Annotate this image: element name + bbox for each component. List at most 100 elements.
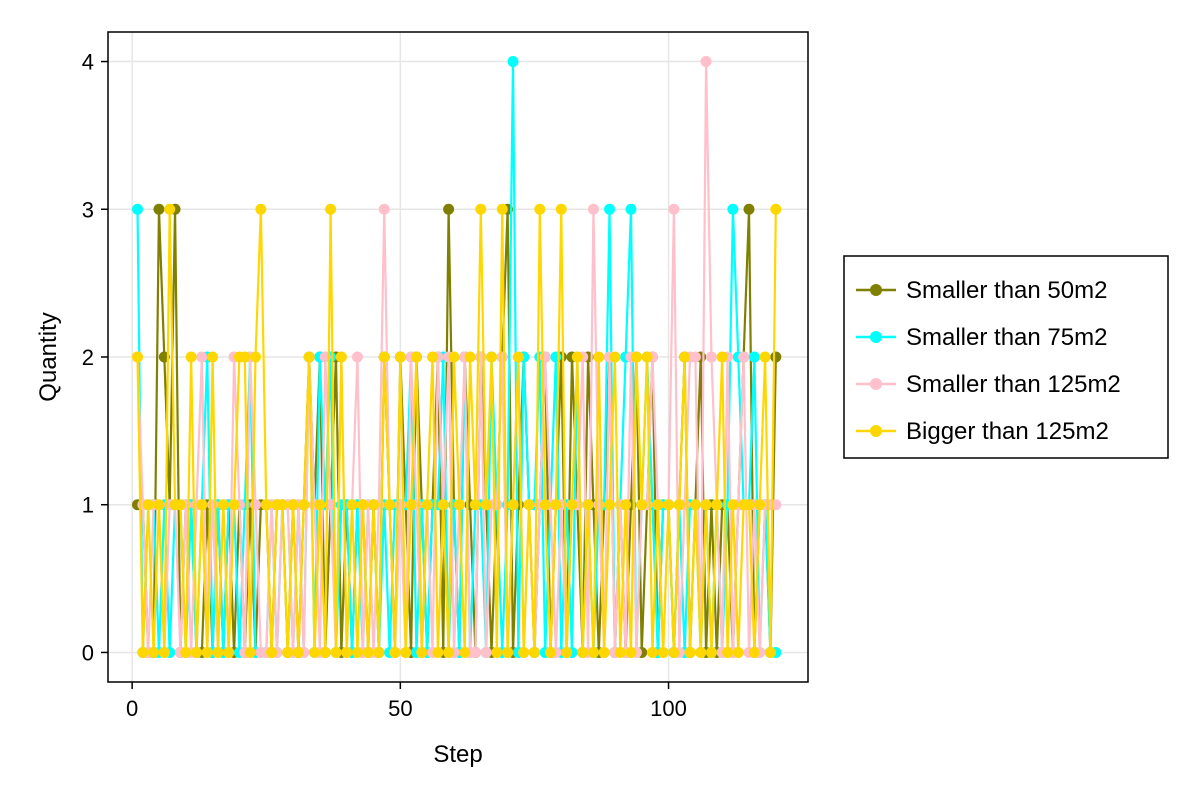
data-point <box>770 351 782 363</box>
data-point <box>400 646 412 658</box>
data-point <box>325 203 337 215</box>
data-point <box>142 499 154 511</box>
data-point <box>282 646 294 658</box>
data-point <box>507 56 519 68</box>
data-point <box>555 203 567 215</box>
data-point <box>298 499 310 511</box>
legend-entry: Bigger than 125m2 <box>856 418 1109 445</box>
data-point <box>754 499 766 511</box>
legend-label: Smaller than 125m2 <box>906 371 1121 398</box>
x-axis-label: Step <box>433 741 482 768</box>
data-point <box>191 646 203 658</box>
data-point <box>673 499 685 511</box>
data-point <box>335 351 347 363</box>
data-point <box>550 499 562 511</box>
data-point <box>153 203 165 215</box>
x-tick-label: 50 <box>388 696 412 721</box>
y-tick-label: 0 <box>82 640 94 665</box>
data-point <box>421 499 433 511</box>
data-point <box>469 499 481 511</box>
y-axis-label: Quantity <box>35 312 62 401</box>
data-point <box>164 203 176 215</box>
data-point <box>695 646 707 658</box>
data-point <box>276 499 288 511</box>
data-point <box>410 351 422 363</box>
data-point <box>502 646 514 658</box>
legend-swatch-marker <box>870 378 882 390</box>
data-point <box>351 351 363 363</box>
y-tick-label: 3 <box>82 197 94 222</box>
legend-entry: Smaller than 50m2 <box>856 277 1107 304</box>
data-point <box>738 351 750 363</box>
data-point <box>266 646 278 658</box>
data-point <box>636 499 648 511</box>
data-point <box>625 203 637 215</box>
data-point <box>507 499 519 511</box>
legend-entry: Smaller than 125m2 <box>856 371 1121 398</box>
data-point <box>657 646 669 658</box>
data-point <box>196 351 208 363</box>
data-point <box>663 499 675 511</box>
data-point <box>587 203 599 215</box>
data-point <box>453 499 465 511</box>
data-point <box>523 499 535 511</box>
data-point <box>475 203 487 215</box>
data-point <box>137 646 149 658</box>
data-point <box>593 351 605 363</box>
data-point <box>512 351 524 363</box>
data-point <box>743 499 755 511</box>
data-point <box>464 351 476 363</box>
data-point <box>443 646 455 658</box>
data-point <box>652 499 664 511</box>
data-point <box>598 646 610 658</box>
data-point <box>223 646 235 658</box>
data-point <box>722 646 734 658</box>
data-point <box>303 351 315 363</box>
data-point <box>759 351 771 363</box>
data-point <box>287 499 299 511</box>
data-point <box>448 351 460 363</box>
data-point <box>217 499 229 511</box>
data-point <box>689 351 701 363</box>
data-point <box>196 499 208 511</box>
data-point <box>700 499 712 511</box>
data-point <box>668 646 680 658</box>
data-point <box>378 203 390 215</box>
series-line <box>136 60 776 654</box>
data-point <box>362 646 374 658</box>
legend-entry: Smaller than 75m2 <box>856 324 1107 351</box>
data-point <box>212 646 224 658</box>
data-point <box>309 646 321 658</box>
data-point <box>528 646 540 658</box>
data-point <box>539 499 551 511</box>
data-point <box>346 499 358 511</box>
data-point <box>148 646 160 658</box>
data-point <box>609 351 621 363</box>
data-point <box>250 351 262 363</box>
axis-ticks: 0 50 100 0 1 2 3 4 <box>82 50 687 721</box>
data-point <box>405 499 417 511</box>
data-point <box>314 499 326 511</box>
legend-label: Smaller than 50m2 <box>906 277 1107 304</box>
data-point <box>432 646 444 658</box>
data-point <box>646 646 658 658</box>
data-point <box>357 499 369 511</box>
data-point <box>518 646 530 658</box>
data-point <box>491 646 503 658</box>
data-point <box>255 203 267 215</box>
data-point <box>748 646 760 658</box>
data-point <box>764 646 776 658</box>
series-layer <box>132 56 782 658</box>
data-point <box>185 351 197 363</box>
data-point <box>469 646 481 658</box>
data-point <box>228 499 240 511</box>
data-point <box>604 499 616 511</box>
data-point <box>486 351 498 363</box>
data-point <box>158 646 170 658</box>
data-point <box>416 646 428 658</box>
data-point <box>174 499 186 511</box>
data-point <box>705 646 717 658</box>
y-tick-label: 2 <box>82 345 94 370</box>
data-point <box>132 203 143 215</box>
data-point <box>153 499 165 511</box>
